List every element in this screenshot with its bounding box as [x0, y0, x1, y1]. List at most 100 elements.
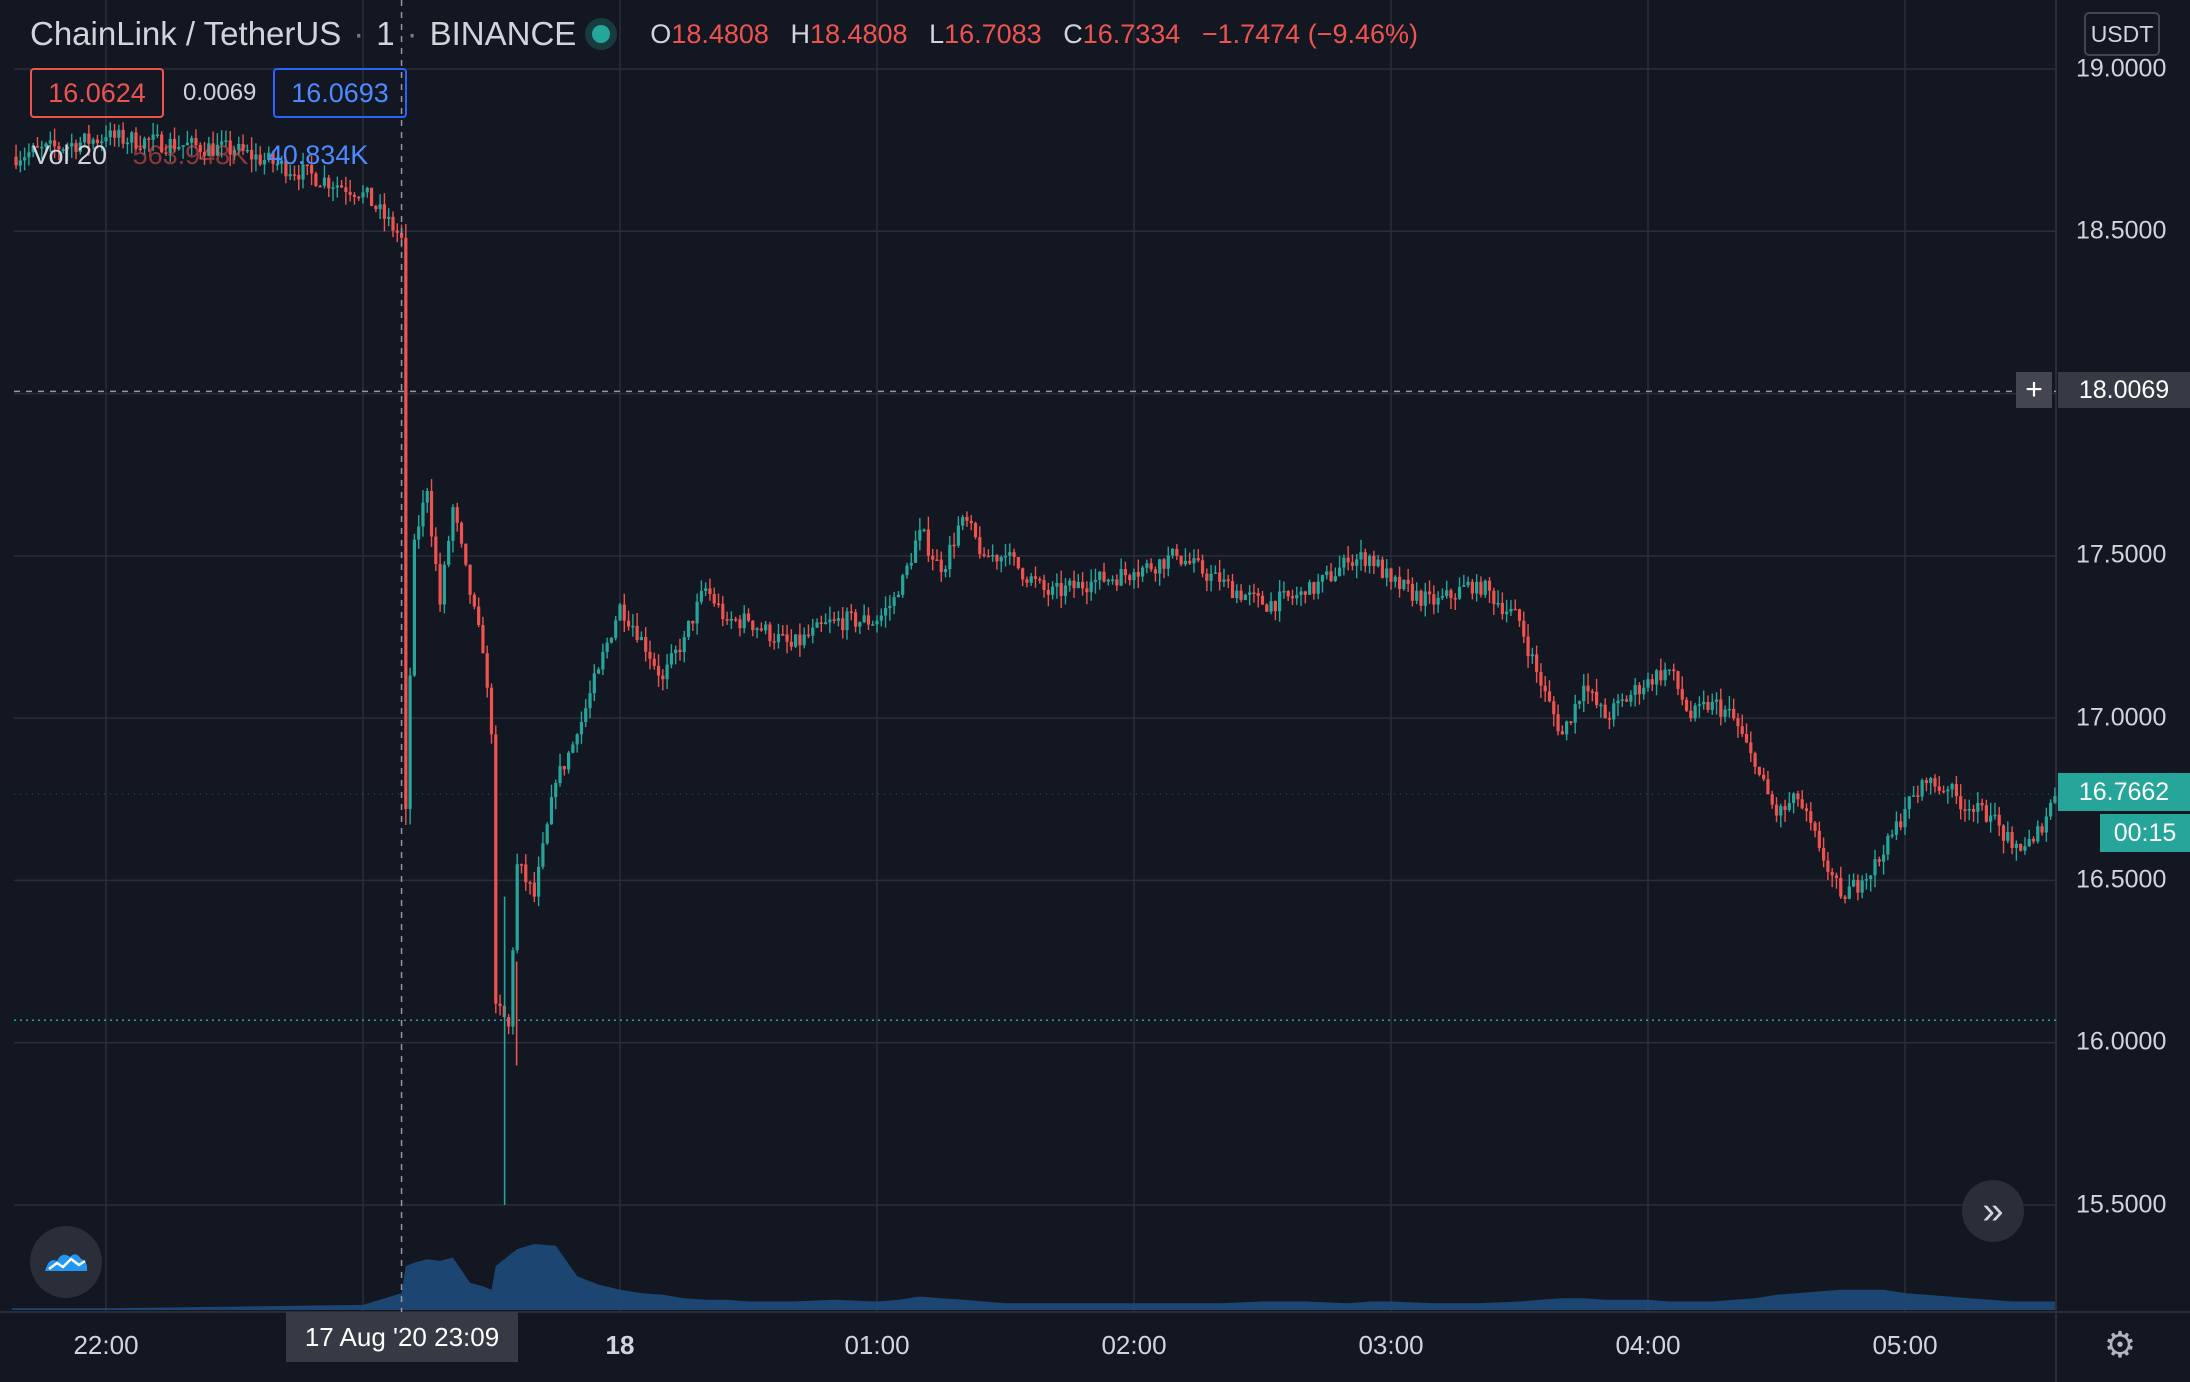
candle-body — [1021, 568, 1025, 580]
candle-body — [421, 502, 425, 527]
candle-body — [682, 637, 686, 653]
candle-body — [909, 562, 913, 566]
candle-body — [1924, 780, 1929, 784]
candle-body — [926, 529, 930, 556]
candle-body — [1367, 555, 1372, 566]
candle-body — [1496, 603, 1500, 605]
candle-body — [1012, 552, 1016, 558]
candle-body — [339, 185, 344, 188]
candle-body — [1749, 742, 1753, 754]
candle-body — [626, 620, 631, 627]
candle-body — [1916, 795, 1920, 797]
candle-body — [1539, 672, 1543, 686]
candle-body — [232, 150, 237, 155]
scroll-to-realtime-icon[interactable]: » — [1962, 1180, 2024, 1242]
candle-body — [1706, 701, 1710, 710]
candle-body — [768, 624, 772, 642]
symbol-name[interactable]: ChainLink / TetherUS — [30, 15, 342, 52]
candle-body — [742, 613, 746, 629]
candle-body — [1989, 815, 1993, 822]
tradingview-logo-icon[interactable] — [30, 1226, 102, 1298]
candle-body — [2019, 843, 2023, 851]
x-tick-label: 01:00 — [844, 1330, 910, 1360]
interval-label[interactable]: 1 — [376, 15, 395, 52]
candle-body — [1547, 691, 1552, 702]
candle-body — [1620, 699, 1624, 701]
candle-body — [2040, 826, 2044, 833]
candle-body — [1008, 552, 1012, 556]
high-value: 18.4808 — [809, 18, 908, 49]
candle-body — [1153, 569, 1158, 574]
candle-body — [1894, 821, 1899, 835]
candle-body — [1993, 814, 1997, 817]
candle-body — [1487, 580, 1492, 591]
candle-body — [155, 134, 159, 136]
candle-body — [1869, 875, 1873, 880]
candle-body — [1937, 786, 1941, 791]
candle-body — [1672, 669, 1676, 672]
gear-icon[interactable]: ⚙ — [2103, 1324, 2137, 1365]
volume-value-primary: 563.948K — [132, 140, 249, 170]
candle-body — [78, 142, 82, 152]
candle-body — [1055, 582, 1059, 587]
candle-body — [1325, 571, 1329, 576]
candle-body — [1663, 669, 1667, 681]
candle-body — [1196, 558, 1200, 561]
candle-body — [853, 612, 858, 627]
candle-body — [943, 569, 948, 573]
candle-body — [1595, 691, 1599, 705]
candle-body — [241, 144, 245, 151]
candle-body — [284, 160, 288, 177]
candle-body — [297, 174, 301, 180]
candle-body — [841, 618, 845, 631]
candle-body — [1740, 726, 1744, 734]
candle-body — [305, 164, 309, 167]
candle-body — [507, 1017, 511, 1027]
candle-body — [1081, 581, 1085, 589]
candle-body — [1140, 567, 1145, 577]
candle-body — [57, 146, 61, 150]
candle-body — [1072, 580, 1076, 589]
candle-body — [2031, 838, 2036, 842]
candle-body — [635, 625, 639, 641]
candle-body — [1599, 704, 1603, 707]
candle-body — [250, 149, 254, 160]
candle-body — [477, 606, 481, 626]
candle-body — [1119, 569, 1123, 586]
candle-body — [1003, 555, 1008, 558]
candle-body — [1363, 552, 1367, 566]
candle-body — [969, 520, 973, 524]
candle-body — [100, 141, 104, 144]
candle-body — [537, 866, 541, 897]
sell-button[interactable]: 16.0624 — [30, 68, 164, 118]
add-alert-plus-icon[interactable]: + — [2016, 372, 2052, 408]
volume-label[interactable]: Vol 20 — [32, 140, 108, 170]
candle-body — [575, 734, 579, 745]
candle-body — [1556, 714, 1560, 732]
candle-body — [999, 557, 1003, 562]
candle-body — [524, 864, 528, 883]
candle-body — [1166, 555, 1170, 569]
candle-body — [1565, 721, 1569, 735]
candle-body — [1513, 608, 1517, 611]
currency-selector[interactable]: USDT — [2084, 12, 2160, 56]
candle-body — [399, 232, 404, 238]
candle-body — [1941, 790, 1946, 793]
candle-body — [1016, 557, 1020, 569]
candle-body — [82, 133, 87, 143]
candle-body — [1766, 779, 1770, 795]
candle-body — [1162, 559, 1166, 569]
candle-body — [254, 154, 258, 160]
candle-body — [1693, 705, 1697, 719]
candle-body — [789, 641, 793, 647]
candle-body — [1616, 700, 1620, 704]
buy-button[interactable]: 16.0693 — [273, 68, 407, 118]
candle-body — [991, 555, 995, 557]
candle-body — [1248, 592, 1252, 595]
candle-body — [53, 140, 57, 147]
candle-body — [1059, 582, 1063, 596]
candle-body — [1954, 784, 1958, 797]
candle-body — [215, 144, 219, 156]
candle-body — [177, 146, 181, 150]
